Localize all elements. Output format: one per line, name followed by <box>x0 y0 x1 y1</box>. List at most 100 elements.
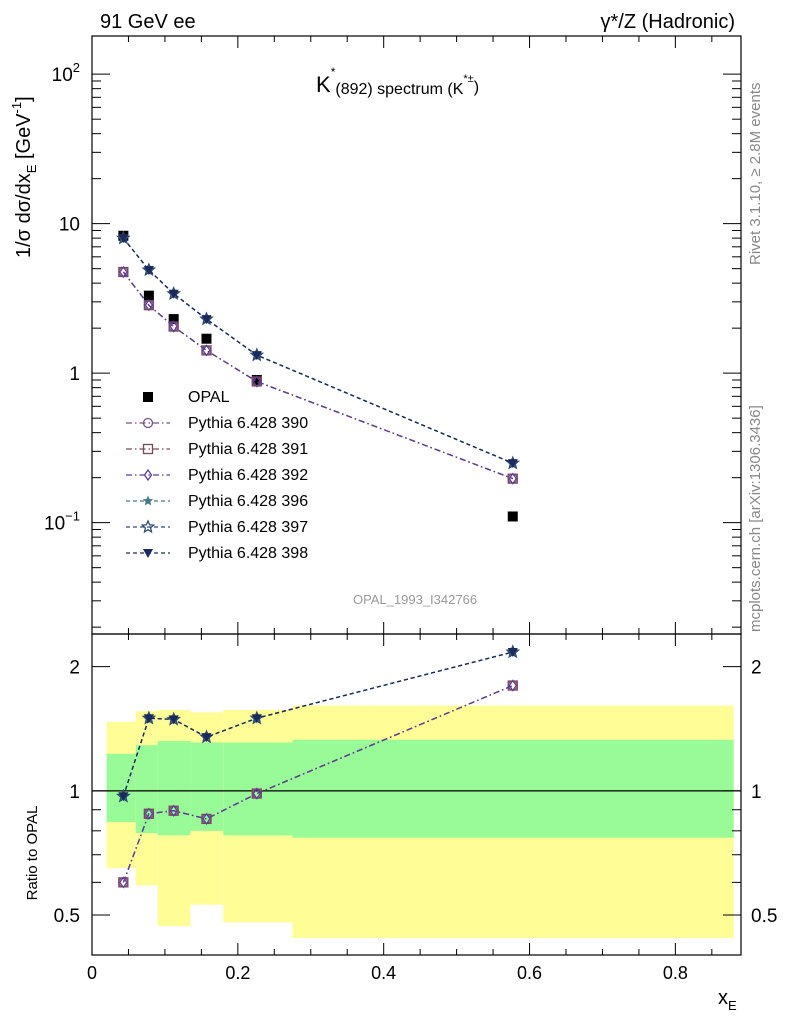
main-ytick-label-1: 10 <box>59 215 80 236</box>
band-inner-3 <box>190 742 224 831</box>
header-right: γ*/Z (Hadronic) <box>601 11 735 33</box>
ratio-point-2-2 <box>169 804 178 817</box>
main-ytick-label-0: 102 <box>52 60 80 86</box>
legend-entry-6: Pythia 6.428 398 <box>126 545 308 562</box>
main-line-6 <box>122 237 514 464</box>
main-line-5 <box>122 237 514 464</box>
main-point-3-3 <box>202 344 211 357</box>
ratio-point-2-4 <box>252 787 262 800</box>
main-line-3 <box>122 271 514 480</box>
watermark: OPAL_1993_I342766 <box>353 592 477 607</box>
legend: OPAL Pythia 6.428 390 Pythia 6.428 391 Pyth… <box>126 389 308 562</box>
xtick-label-0: 0 <box>87 963 97 983</box>
ratio-line-2 <box>122 684 514 883</box>
xtick-label-3: 0.6 <box>517 963 542 983</box>
main-series-1 <box>118 266 518 484</box>
main-series-2 <box>118 266 518 484</box>
ratio-point-5-2 <box>168 715 179 725</box>
legend-entry-5: Pythia 6.428 397 <box>126 519 308 536</box>
ratio-point-5-0 <box>118 792 129 802</box>
xtick-label-4: 0.8 <box>663 963 688 983</box>
band-inner-1 <box>135 745 158 834</box>
mcplots-note: mcplots.cern.ch [arXiv:1306.3436] <box>747 405 764 632</box>
ratio-point-2-0 <box>119 876 128 889</box>
main-point-3-0 <box>119 265 128 279</box>
axes-layer: 0 0.2 0.4 0.6 0.8 102 10 1 10−1 2 2 1 1 0.5 0.5 <box>44 35 777 983</box>
legend-entry-1: Pythia 6.428 390 <box>126 415 308 432</box>
ratio-ytick-label-right-1: 1 <box>751 782 762 803</box>
main-point-3-1 <box>144 299 154 312</box>
legend-label-2: Pythia 6.428 391 <box>188 441 308 458</box>
legend-label-5: Pythia 6.428 397 <box>188 519 308 536</box>
band-inner-2 <box>157 741 191 836</box>
legend-entry-0: OPAL <box>143 389 230 406</box>
ratio-point-5-5 <box>507 648 518 658</box>
main-point-0-3 <box>201 333 212 344</box>
ratio-ytick-label-left-2: 0.5 <box>54 906 80 927</box>
main-point-0-2 <box>168 314 179 325</box>
legend-label-6: Pythia 6.428 398 <box>188 545 308 562</box>
ratio-point-5-1 <box>143 714 154 724</box>
xtick-label-2: 0.4 <box>371 963 396 983</box>
main-series-layer <box>115 230 521 522</box>
legend-entry-4: Pythia 6.428 396 <box>126 493 308 510</box>
main-point-6-4 <box>251 351 262 361</box>
legend-marker-2 <box>142 443 154 455</box>
ratio-ytick-label-left-1: 1 <box>69 782 80 803</box>
main-point-0-1 <box>143 290 154 301</box>
xtick-label-1: 0.2 <box>225 963 250 983</box>
main-point-3-2 <box>169 320 178 333</box>
main-point-0-4 <box>251 375 262 386</box>
main-ytick-label-3: 10−1 <box>44 509 80 535</box>
main-series-4 <box>118 232 518 468</box>
ratio-series-2 <box>119 679 518 889</box>
legend-marker-3 <box>143 468 153 482</box>
ratio-ytick-label-left-0: 2 <box>69 658 80 679</box>
legend-marker-4 <box>142 495 154 506</box>
main-point-6-5 <box>507 459 518 469</box>
main-point-3-4 <box>252 375 262 388</box>
legend-entry-3: Pythia 6.428 392 <box>126 467 308 484</box>
band-inner-0 <box>106 753 136 823</box>
main-title: K*(892) spectrum (K*±) <box>316 65 479 98</box>
legend-marker-0 <box>143 392 153 402</box>
ratio-ytick-label-right-2: 0.5 <box>751 906 777 927</box>
ratio-ylabel: Ratio to OPAL <box>24 806 41 901</box>
ratio-point-2-5 <box>508 679 518 692</box>
main-line-1 <box>122 271 514 480</box>
legend-marker-5 <box>140 519 156 534</box>
legend-label-4: Pythia 6.428 396 <box>188 493 308 510</box>
main-point-6-1 <box>143 265 154 275</box>
rivet-note: Rivet 3.1.10, ≥ 2.8M events <box>747 83 764 266</box>
main-point-0-5 <box>507 511 518 522</box>
main-point-6-3 <box>201 315 212 325</box>
main-series-3 <box>119 265 518 485</box>
main-line-4 <box>122 237 514 464</box>
main-line-2 <box>122 271 514 480</box>
legend-entry-2: Pythia 6.428 391 <box>126 441 308 458</box>
main-series-5 <box>115 230 521 470</box>
ratio-series-5 <box>118 648 518 802</box>
ratio-frame <box>91 633 742 956</box>
band-inner-5 <box>292 739 734 838</box>
ratio-xlabel: xE <box>718 987 737 1013</box>
ratio-uncertainty-bands <box>92 705 741 938</box>
main-ytick-label-2: 1 <box>69 364 80 385</box>
ratio-series-layer <box>115 644 521 889</box>
main-point-6-0 <box>118 234 129 244</box>
main-series-6 <box>118 234 518 469</box>
main-ylabel: 1/σ dσ/dxE [GeV-1] <box>9 96 39 258</box>
ratio-ytick-label-right-0: 2 <box>751 658 762 679</box>
legend-label-0: OPAL <box>188 389 230 406</box>
ratio-point-2-1 <box>144 807 154 820</box>
legend-marker-1 <box>142 417 154 429</box>
ratio-point-2-3 <box>202 812 211 826</box>
main-point-3-5 <box>508 472 518 485</box>
main-series-0 <box>118 230 518 522</box>
header-left: 91 GeV ee <box>100 11 196 33</box>
legend-label-1: Pythia 6.428 390 <box>188 415 308 432</box>
legend-marker-6 <box>143 549 153 558</box>
ratio-point-5-4 <box>251 714 262 724</box>
legend-label-3: Pythia 6.428 392 <box>188 467 308 484</box>
